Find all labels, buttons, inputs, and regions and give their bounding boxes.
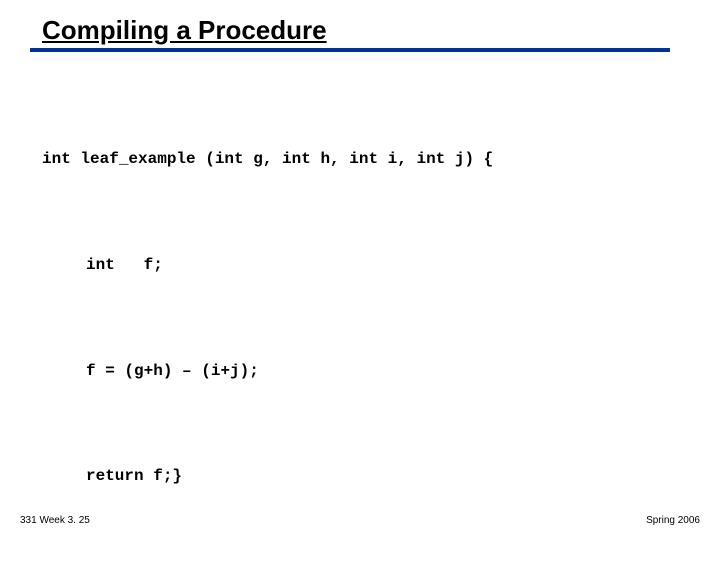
code-line-3: f = (g+h) – (i+j); bbox=[86, 354, 690, 389]
title-divider bbox=[30, 48, 670, 52]
code-line-2: int f; bbox=[86, 248, 690, 283]
code-line-1: int leaf_example (int g, int h, int i, i… bbox=[42, 142, 690, 177]
code-block: int leaf_example (int g, int h, int i, i… bbox=[42, 72, 690, 565]
slide-container: Compiling a Procedure int leaf_example (… bbox=[0, 0, 720, 540]
slide-title: Compiling a Procedure bbox=[42, 15, 690, 46]
footer-left: 331 Week 3. 25 bbox=[20, 515, 90, 526]
footer-right: Spring 2006 bbox=[646, 515, 700, 526]
code-line-4: return f;} bbox=[86, 459, 690, 494]
